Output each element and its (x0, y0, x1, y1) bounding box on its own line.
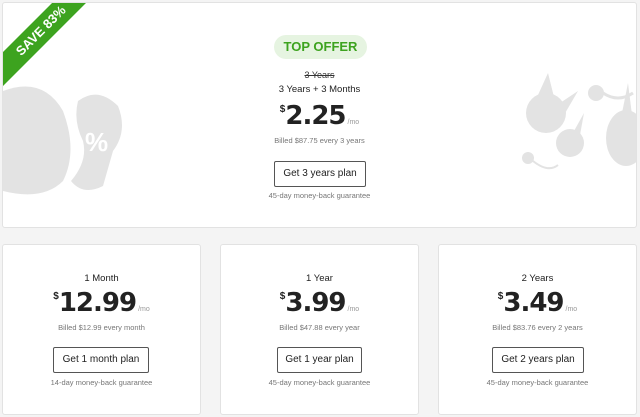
billed-text: Billed $83.76 every 2 years (492, 323, 583, 332)
get-1-year-plan-button[interactable]: Get 1 year plan (277, 347, 362, 373)
price-unit: /mo (565, 306, 578, 313)
price-unit: /mo (347, 119, 360, 126)
plan-period: 3 Years + 3 Months (278, 84, 361, 95)
get-3-years-plan-button[interactable]: Get 3 years plan (274, 161, 366, 187)
currency-symbol: $ (279, 104, 286, 115)
plan-card-2-years: 2 Years $ 3.49 /mo Billed $83.76 every 2… (438, 244, 637, 415)
top-offer-card: % SAVE 83% TOP OFFER 3 Years 3 Years + 3… (2, 2, 637, 228)
plan-price: $ 3.99 /mo (221, 289, 418, 317)
shield-mascot-illustration: % (3, 86, 122, 195)
guarantee-text: 14-day money-back guarantee (50, 378, 153, 387)
plan-price: $ 2.25 /mo (3, 102, 636, 130)
plan-period: 1 Year (306, 273, 333, 284)
currency-symbol: $ (53, 291, 59, 302)
price-unit: /mo (347, 306, 360, 313)
top-offer-badge: TOP OFFER (274, 35, 367, 59)
virus-monsters-illustration (522, 73, 636, 170)
price-amount: 3.99 (285, 288, 346, 318)
plan-price: $ 12.99 /mo (3, 289, 200, 317)
original-period: 3 Years (304, 70, 335, 80)
billed-text: Billed $47.88 every year (279, 323, 360, 332)
billed-text: Billed $12.99 every month (58, 323, 145, 332)
price-amount: 12.99 (58, 288, 137, 318)
guarantee-text: 45-day money-back guarantee (486, 378, 589, 387)
get-2-years-plan-button[interactable]: Get 2 years plan (492, 347, 584, 373)
plan-period: 1 Month (84, 273, 119, 284)
currency-symbol: $ (279, 291, 286, 302)
plan-price: $ 3.49 /mo (439, 289, 636, 317)
plan-period: 2 Years (521, 273, 554, 284)
svg-text:%: % (85, 127, 108, 157)
price-amount: 2.25 (285, 101, 346, 131)
plan-card-1-month: 1 Month $ 12.99 /mo Billed $12.99 every … (2, 244, 201, 415)
price-amount: 3.49 (503, 288, 564, 318)
get-1-month-plan-button[interactable]: Get 1 month plan (53, 347, 149, 373)
price-unit: /mo (138, 306, 150, 313)
guarantee-text: 45-day money-back guarantee (268, 378, 371, 387)
currency-symbol: $ (497, 291, 504, 302)
billed-text: Billed $87.75 every 3 years (274, 136, 365, 145)
plan-card-1-year: 1 Year $ 3.99 /mo Billed $47.88 every ye… (220, 244, 419, 415)
guarantee-text: 45-day money-back guarantee (268, 191, 371, 200)
